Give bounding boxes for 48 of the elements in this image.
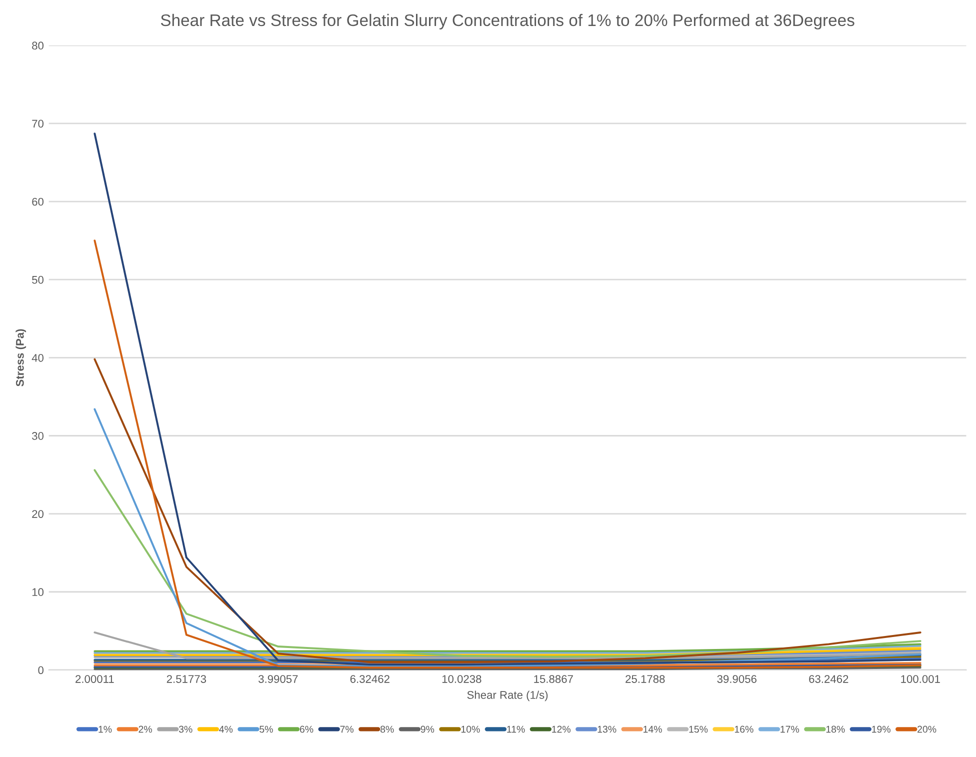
y-tick-label: 80 <box>32 42 44 50</box>
x-tick-label: 39.9056 <box>717 675 756 683</box>
x-tick-label: 2.00011 <box>76 675 114 683</box>
line-series <box>94 632 922 660</box>
y-tick-label: 40 <box>32 354 44 362</box>
legend-label: 4% <box>219 726 233 733</box>
legend-label: 9% <box>420 726 434 733</box>
legend-label: 18% <box>826 726 845 733</box>
legend-label: 12% <box>552 726 570 733</box>
x-tick-label: 100.001 <box>901 675 940 683</box>
legend-label: 20% <box>918 726 936 733</box>
y-axis-title: Stress (Pa) <box>16 329 26 386</box>
y-tick-label: 0 <box>38 666 44 674</box>
line-series <box>94 358 922 664</box>
legend-label: 5% <box>260 726 273 733</box>
legend-label: 14% <box>644 726 662 733</box>
x-tick-label: 6.32462 <box>350 675 390 683</box>
legend-label: 10% <box>461 726 480 733</box>
y-tick-label: 50 <box>32 276 44 284</box>
y-tick-label: 60 <box>32 198 44 206</box>
x-tick-label: 63.2462 <box>809 675 848 683</box>
y-tick-label: 10 <box>32 588 44 596</box>
y-tick-label: 70 <box>32 120 44 128</box>
legend-label: 7% <box>340 726 354 733</box>
legend-label: 11% <box>507 726 525 733</box>
x-axis-title: Shear Rate (1/s) <box>467 690 548 702</box>
legend-label: 6% <box>300 726 314 733</box>
y-tick-label: 30 <box>32 432 44 440</box>
x-tick-label: 2.51773 <box>166 675 206 683</box>
x-tick-label: 15.8867 <box>534 675 573 683</box>
x-tick-label: 25.1788 <box>626 675 665 683</box>
legend-label: 1% <box>98 726 112 733</box>
chart-title: Shear Rate vs Stress for Gelatin Slurry Concentrations of 1% to 20% Performed at 36Degrees <box>160 14 854 30</box>
x-tick-label: 10.0238 <box>442 675 482 683</box>
legend-label: 15% <box>689 726 708 733</box>
legend-label: 13% <box>598 726 616 733</box>
legend-label: 2% <box>138 726 152 733</box>
line-series <box>94 132 922 666</box>
legend-label: 17% <box>780 726 800 733</box>
x-tick-label: 3.99057 <box>258 675 298 683</box>
line-series <box>94 469 922 658</box>
legend-label: 19% <box>872 726 890 733</box>
line-series <box>94 240 922 669</box>
legend-label: 16% <box>734 726 754 733</box>
legend-label: 8% <box>380 726 394 733</box>
legend-label: 3% <box>178 726 192 733</box>
y-tick-label: 20 <box>32 510 44 518</box>
line-series <box>94 408 922 668</box>
